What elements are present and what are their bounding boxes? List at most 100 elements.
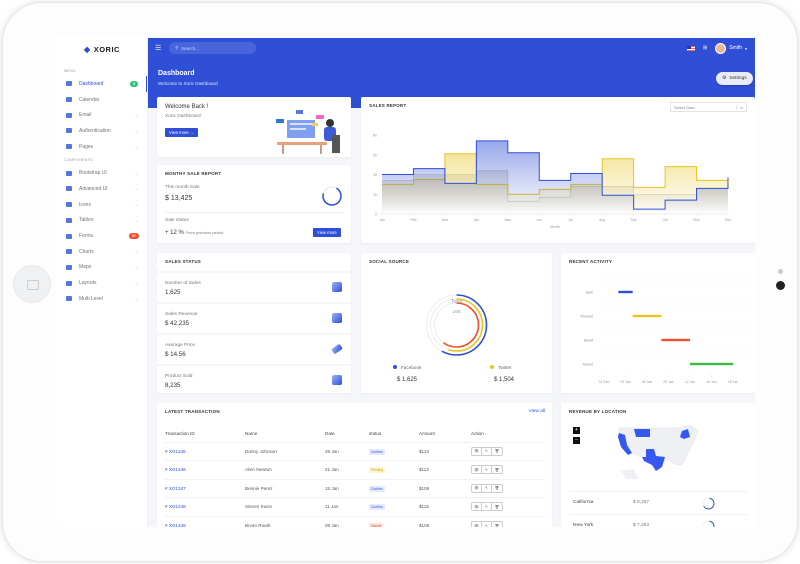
home-button[interactable] xyxy=(13,265,51,303)
transaction-id-link[interactable]: # XO1347 xyxy=(165,485,186,491)
sidebar-item-icons[interactable]: Icons ⌄ xyxy=(57,197,147,213)
view-icon[interactable]: 👁 xyxy=(472,484,482,492)
map-zoom-out-button[interactable]: − xyxy=(573,437,580,444)
edit-icon[interactable]: ✎ xyxy=(482,484,492,492)
view-icon[interactable]: 👁 xyxy=(472,466,482,474)
y-tick-label: 0 xyxy=(375,213,377,217)
sidebar-item-maps[interactable]: Maps ⌄ xyxy=(57,260,147,276)
delete-icon[interactable]: 🗑 xyxy=(494,486,500,491)
view-icon[interactable]: 👁 xyxy=(472,447,482,455)
action-group: 👁 ✎ 🗑 xyxy=(471,465,503,475)
delete-icon[interactable]: 🗑 xyxy=(494,449,500,454)
date-picker-input[interactable]: Select Date ▭ xyxy=(670,102,747,112)
sidebar-item-label: Charts xyxy=(79,248,94,255)
edit-icon[interactable]: ✎ xyxy=(482,503,492,511)
sidebar-item-multi-level[interactable]: Multi Level ⌄ xyxy=(57,291,147,307)
flag-icon[interactable] xyxy=(687,45,695,51)
activity-bar[interactable] xyxy=(618,290,633,294)
x-tick-label: Nov xyxy=(693,218,699,222)
sales-step-chart: 0 20 40 60 80 Jan Feb Mar Apr May Jun Jul Aug Sep Oct N… xyxy=(373,134,731,230)
action-group: 👁 ✎ 🗑 xyxy=(471,502,503,512)
view-icon[interactable]: 👁 xyxy=(472,522,482,527)
charts-icon xyxy=(66,249,72,255)
chevron-down-icon: ⌄ xyxy=(134,170,138,176)
menu-label: MENU xyxy=(64,69,76,73)
x-tick-label: 31 Dec xyxy=(599,380,610,384)
chevron-down-icon: ⌄ xyxy=(134,186,138,192)
stat-value: $ 14.56 xyxy=(165,351,186,358)
social-source-card: SOCIAL SOURCE Total 166 Facebook $ 1,625 T… xyxy=(361,253,552,393)
latest-transaction-card: LATEST TRANSACTION View all Transaction … xyxy=(157,403,552,527)
delete-icon[interactable]: 🗑 xyxy=(494,467,500,472)
user-menu[interactable]: Smith ▾ xyxy=(715,42,747,54)
dashboard-icon xyxy=(66,81,72,87)
sidebar-item-authentication[interactable]: Authentication ⌄ xyxy=(57,123,147,139)
sidebar-item-calendar[interactable]: Calendar xyxy=(57,92,147,108)
ticket-icon xyxy=(331,343,343,355)
header-banner xyxy=(148,38,755,108)
activity-bar[interactable] xyxy=(661,338,690,342)
this-month-value: $ 13,425 xyxy=(165,195,193,202)
view-all-link[interactable]: View all xyxy=(528,409,545,414)
customer-name: Danny Johnson xyxy=(245,441,325,461)
sidebar-item-forms[interactable]: Forms 07 xyxy=(57,228,147,244)
table-row: # XO1345 Danny Johnson 26 Jan Confirm $124 👁 ✎… xyxy=(165,441,545,461)
view-icon[interactable]: 👁 xyxy=(472,503,482,511)
map-zoom-in-button[interactable]: + xyxy=(573,427,580,434)
settings-button[interactable]: ⚙ Settings xyxy=(716,72,753,85)
sidebar-item-label: Pages xyxy=(79,143,94,150)
menu-toggle-icon[interactable]: ☰ xyxy=(155,45,162,52)
chevron-down-icon: ⌄ xyxy=(134,264,138,270)
sidebar-item-layouts[interactable]: Layouts ⌄ xyxy=(57,275,147,291)
column-header: Amount xyxy=(419,430,435,436)
chevron-down-icon: ▾ xyxy=(744,45,747,51)
sidebar-item-tables[interactable]: Tables ⌄ xyxy=(57,213,147,229)
column-header: Date xyxy=(325,430,335,436)
column-header: Action xyxy=(471,430,484,436)
transaction-id-link[interactable]: # XO1346 xyxy=(165,467,186,473)
sidebar-item-label: Advanced UI xyxy=(79,185,108,192)
transaction-id-link[interactable]: # XO1345 xyxy=(165,448,186,454)
card-title: MONTHY SALE REPORT xyxy=(165,171,222,176)
activity-bar[interactable] xyxy=(690,362,733,366)
activity-bar[interactable] xyxy=(632,314,662,318)
welcome-view-more-button[interactable]: View more → xyxy=(165,128,199,137)
sidebar-item-bootstrap-ui[interactable]: Bootstrap UI ⌄ xyxy=(57,165,147,181)
sidebar-item-pages[interactable]: Pages ⌄ xyxy=(57,139,147,155)
forms-icon xyxy=(66,233,72,239)
transaction-id-link[interactable]: # XO1348 xyxy=(165,504,186,510)
logo[interactable]: ◆ XORIC xyxy=(84,44,120,54)
ring-segment xyxy=(429,298,484,352)
card-title: RECENT ACTIVITY xyxy=(569,259,613,264)
sidebar-item-email[interactable]: Email ⌄ xyxy=(57,107,147,123)
social-donut-chart xyxy=(425,294,488,356)
sidebar-item-advanced-ui[interactable]: Advanced UI ⌄ xyxy=(57,181,147,197)
delete-icon[interactable]: 🗑 xyxy=(494,523,500,528)
monthly-view-more-button[interactable]: View more xyxy=(313,228,341,237)
layouts-icon xyxy=(66,280,72,286)
transaction-id-link[interactable]: # XO1349 xyxy=(165,523,186,527)
sidebar-item-dashboard[interactable]: Dashboard 3 xyxy=(57,76,147,92)
delete-icon[interactable]: 🗑 xyxy=(494,504,500,509)
y-tick-label: 20 xyxy=(373,193,377,197)
maps-icon xyxy=(66,264,72,270)
sidebar-item-label: Icons xyxy=(79,201,91,208)
sensor xyxy=(778,269,783,274)
row-label: Thomas xyxy=(580,314,593,318)
sidebar-item-charts[interactable]: Charts ⌄ xyxy=(57,244,147,260)
chevron-down-icon: ⌄ xyxy=(134,280,138,286)
sales-report-card: SALES REPORT Select Date ▭ 0 20 40 60 80 Jan Fe… xyxy=(361,97,755,243)
calendar-icon[interactable]: ▭ xyxy=(736,104,746,110)
ring-segment xyxy=(425,294,488,356)
gear-icon: ⚙ xyxy=(722,76,727,81)
location-progress-ring xyxy=(702,520,715,527)
customer-name: Bennie Perez xyxy=(245,478,325,498)
edit-icon[interactable]: ✎ xyxy=(482,447,492,455)
edit-icon[interactable]: ✎ xyxy=(482,466,492,474)
edit-icon[interactable]: ✎ xyxy=(482,522,492,527)
search-input[interactable]: ⚲ Search... xyxy=(169,42,257,54)
apps-grid-icon[interactable]: ⊞ xyxy=(703,45,708,51)
welcome-card: Welcome Back ! Xoric Dashboard View more… xyxy=(157,97,351,157)
chevron-down-icon: ⌄ xyxy=(134,144,138,150)
chevron-down-icon: ⌄ xyxy=(134,128,138,134)
